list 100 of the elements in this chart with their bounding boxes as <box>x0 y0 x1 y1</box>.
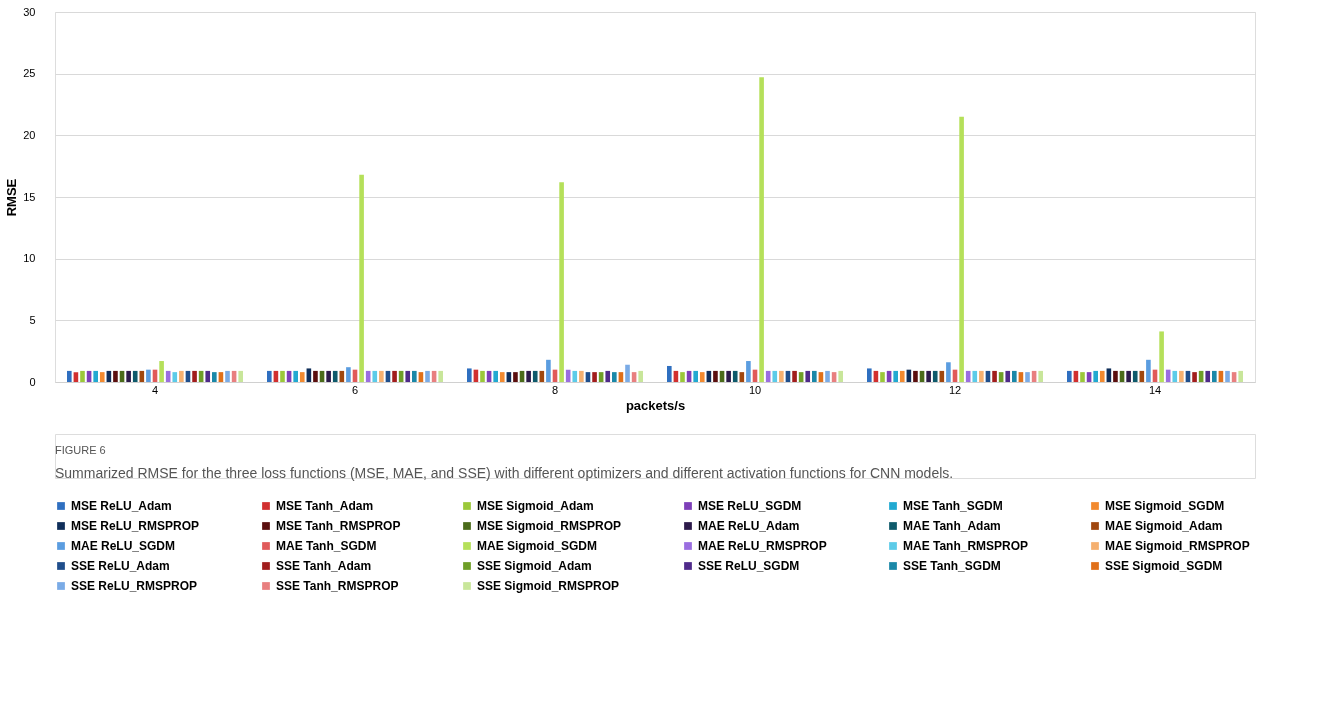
bar <box>546 359 551 382</box>
bar <box>1192 372 1197 382</box>
bar <box>1038 370 1043 382</box>
legend-label: MAE ReLU_Adam <box>698 519 800 533</box>
legend-label: MAE ReLU_SGDM <box>71 539 176 553</box>
bar <box>867 368 872 382</box>
bar <box>146 369 151 382</box>
bar <box>1113 370 1118 382</box>
x-axis-title: packets/s <box>625 397 686 413</box>
bar <box>93 370 98 382</box>
bar <box>572 370 578 382</box>
bar <box>238 370 243 382</box>
legend-label: SSE Sigmoid_Adam <box>477 559 592 573</box>
bar <box>1132 370 1138 382</box>
bar <box>126 370 131 382</box>
bar <box>726 370 731 382</box>
legend-label: SSE Tanh_SGDM <box>903 559 1001 573</box>
bar <box>932 370 938 382</box>
legend-label: MSE Tanh_RMSPROP <box>276 519 401 533</box>
legend-label: SSE Sigmoid_RMSPROP <box>477 579 620 593</box>
text: Summarized RMSE for the three loss functions (MSE, MAE, and SSE) with different optimizers and different activation functions for CNN models. <box>55 465 954 481</box>
x-tick-label: 10 <box>748 383 762 396</box>
bar <box>779 370 784 382</box>
bar <box>926 370 931 382</box>
bar <box>359 174 364 382</box>
legend-label: MAE Tanh_SGDM <box>276 539 377 553</box>
legend-label: MSE Sigmoid_SGDM <box>1105 499 1225 513</box>
bar <box>1172 370 1178 382</box>
bar <box>405 370 411 382</box>
bar <box>1126 370 1131 382</box>
bar <box>225 370 230 382</box>
bar <box>526 370 531 382</box>
bar <box>1179 370 1184 382</box>
bar <box>113 370 118 382</box>
bar <box>713 370 718 382</box>
bar <box>172 372 178 382</box>
bar <box>992 370 997 382</box>
bar <box>1205 370 1211 382</box>
bar <box>99 372 105 382</box>
y-tick-label: 10 <box>23 252 36 265</box>
bar <box>280 370 285 382</box>
bar <box>192 370 197 382</box>
bar <box>1012 370 1017 382</box>
y-tick-label: 20 <box>23 128 36 141</box>
bar <box>392 370 397 382</box>
bar <box>979 370 984 382</box>
x-tick-label: 14 <box>1148 383 1162 396</box>
legend-label: SSE ReLU_Adam <box>71 559 170 573</box>
bar <box>625 364 630 382</box>
bar <box>959 116 964 382</box>
y-tick-label: 0 <box>29 375 36 388</box>
legend-label: MAE Sigmoid_RMSPROP <box>1105 539 1250 553</box>
bar <box>132 370 138 382</box>
caption: FIGURE 6 <box>55 444 106 456</box>
bar <box>205 370 211 382</box>
legend-label: MAE ReLU_RMSPROP <box>698 539 827 553</box>
x-tick-label: 4 <box>151 383 159 396</box>
bar <box>1225 370 1230 382</box>
legend-label: SSE Sigmoid_SGDM <box>1105 559 1223 573</box>
y-tick-label: 30 <box>23 5 36 18</box>
y-axis-title: RMSE <box>4 178 20 217</box>
x-tick-label: 8 <box>551 383 559 396</box>
bar <box>1093 370 1098 382</box>
bar <box>612 372 617 382</box>
bar <box>332 370 338 382</box>
bar <box>759 77 764 382</box>
bar <box>293 370 298 382</box>
bar <box>1159 331 1164 382</box>
y-tick-label: 15 <box>23 190 36 203</box>
bar <box>825 370 830 382</box>
legend-label: MSE ReLU_SGDM <box>698 499 802 513</box>
bar <box>467 368 472 382</box>
bar <box>1025 372 1030 382</box>
bar <box>838 370 843 382</box>
legend-label: SSE ReLU_SGDM <box>698 559 800 573</box>
bar <box>513 372 518 382</box>
legend-label: MSE Sigmoid_Adam <box>477 499 594 513</box>
bar <box>699 372 705 382</box>
legend-label: MAE Tanh_Adam <box>903 519 1001 533</box>
legend-label: MAE Sigmoid_SGDM <box>477 539 598 553</box>
bar <box>680 372 685 382</box>
bar <box>212 372 217 382</box>
bar <box>480 370 485 382</box>
legend-label: MSE ReLU_Adam <box>71 499 172 513</box>
bar <box>667 365 672 382</box>
bar <box>792 370 797 382</box>
bar <box>746 361 751 382</box>
bar <box>812 370 817 382</box>
bar <box>532 370 538 382</box>
bar <box>499 372 505 382</box>
bar <box>559 182 564 382</box>
bar <box>893 370 898 382</box>
bar <box>412 370 417 382</box>
bar <box>1067 370 1072 382</box>
bar <box>899 370 905 382</box>
bar <box>346 367 351 382</box>
bar <box>913 370 918 382</box>
bar <box>1238 370 1243 382</box>
x-tick-label: 6 <box>351 383 359 396</box>
bar <box>299 372 305 382</box>
